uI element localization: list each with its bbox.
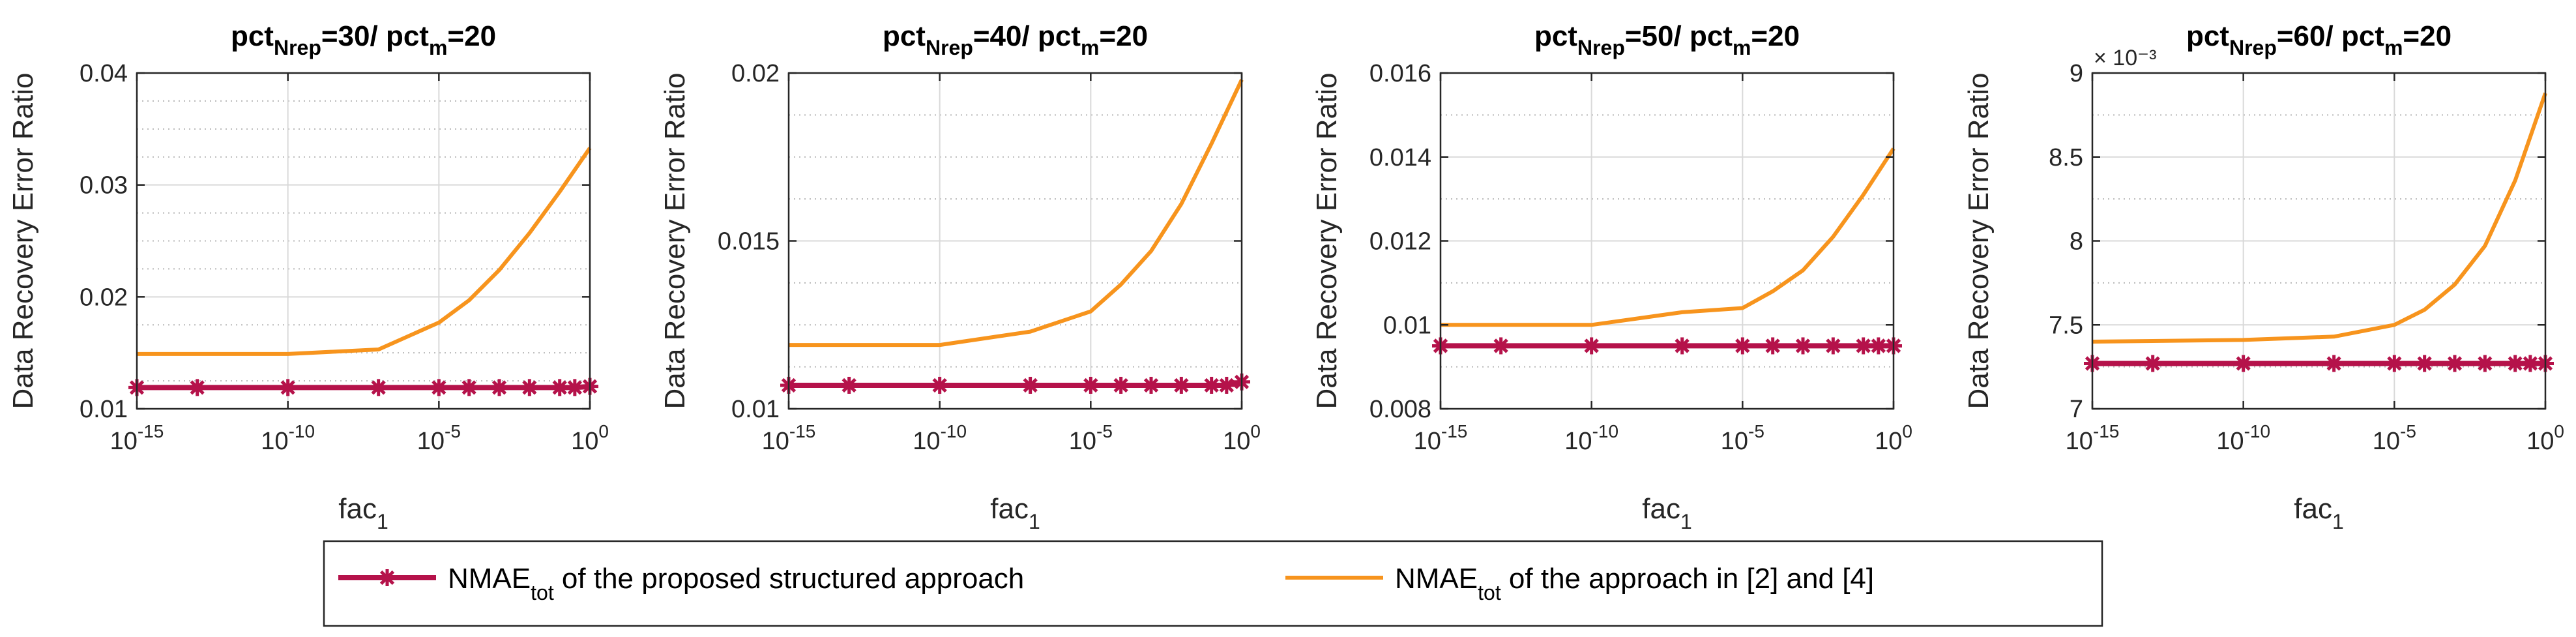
chart-panel-4: 7 7.5 8 8.5 9 10-15 10-10 10-5 100 pctNrep=60/ pc…: [1963, 20, 2564, 533]
chart-title: pctNrep=50/ pctm=20: [1534, 20, 1800, 59]
chart-panel-3: 0.008 0.01 0.012 0.014 0.016 10-15 10-10 10-5 10…: [1311, 20, 1912, 533]
x-axis-label: fac1: [990, 493, 1040, 533]
y-axis-label: Data Recovery Error Ratio: [1963, 73, 1995, 409]
data-point-marker: [1824, 337, 1841, 354]
chart-title: pctNrep=30/ pctm=20: [231, 20, 496, 59]
data-point-marker: [491, 379, 508, 396]
x-axis-label: fac1: [1642, 493, 1692, 533]
data-point-marker: [566, 379, 583, 396]
chart-panel-1: 0.01 0.02 0.03 0.04 10-15 10-10 10-5 100 pctNrep…: [7, 20, 609, 533]
data-point-marker: [1794, 337, 1811, 354]
data-point-marker: [1022, 377, 1039, 394]
y-tick-label: 0.015: [718, 228, 780, 256]
figure: 0.01 0.02 0.03 0.04 10-15 10-10 10-5 100 pctNrep…: [0, 0, 2576, 637]
y-tick-label: 0.04: [80, 60, 128, 87]
y-tick-label: 0.03: [80, 172, 128, 200]
data-point-marker: [2522, 355, 2539, 372]
data-point-marker: [461, 379, 478, 396]
x-tick-label: 10-15: [2066, 421, 2120, 455]
x-tick-label: 10-10: [2216, 421, 2270, 455]
data-point-marker: [1870, 337, 1887, 354]
data-point-marker: [2326, 355, 2343, 372]
data-point-marker: [1143, 377, 1160, 394]
data-point-marker: [2416, 355, 2433, 372]
y-tick-label: 0.01: [1383, 312, 1431, 339]
y-tick-label: 0.008: [1369, 396, 1431, 423]
y-tick-label: 0.012: [1369, 228, 1431, 256]
x-tick-label: 100: [2526, 421, 2564, 455]
chart-title: pctNrep=40/ pctm=20: [883, 20, 1148, 59]
y-axis-label: Data Recovery Error Ratio: [659, 73, 691, 409]
y-tick-label: 8.5: [2049, 144, 2083, 171]
data-point-marker: [430, 379, 447, 396]
x-tick-label: 10-5: [1721, 421, 1764, 455]
x-axis-label: fac1: [338, 493, 388, 533]
data-point-marker: [1493, 337, 1510, 354]
y-tick-label: 0.016: [1369, 60, 1431, 87]
data-point-marker: [1113, 377, 1130, 394]
data-point-marker: [1764, 337, 1781, 354]
y-tick-label: 0.014: [1369, 144, 1431, 171]
x-tick-label: 10-10: [913, 421, 967, 455]
x-tick-label: 10-10: [261, 421, 315, 455]
data-point-marker: [1855, 337, 1872, 354]
data-point-marker: [2386, 355, 2403, 372]
x-axis-label: fac1: [2294, 493, 2344, 533]
data-point-marker: [370, 379, 387, 396]
x-tick-label: 100: [1223, 421, 1261, 455]
legend-marker-icon: [379, 569, 396, 586]
data-point-marker: [1203, 377, 1220, 394]
y-tick-label: 7: [2070, 396, 2083, 423]
x-tick-label: 10-5: [1069, 421, 1113, 455]
x-tick-label: 10-15: [110, 421, 164, 455]
data-point-marker: [931, 377, 948, 394]
data-point-marker: [1082, 377, 1099, 394]
y-tick-label: 0.02: [731, 60, 780, 87]
data-point-marker: [841, 377, 858, 394]
x-tick-label: 10-15: [762, 421, 816, 455]
chart-title: pctNrep=60/ pctm=20: [2186, 20, 2452, 59]
y-tick-label: 0.01: [80, 396, 128, 423]
data-point-marker: [2476, 355, 2493, 372]
data-point-marker: [280, 379, 297, 396]
legend: NMAEtot of the proposed structured appro…: [324, 541, 2102, 626]
data-point-marker: [1173, 377, 1190, 394]
x-tick-label: 10-15: [1414, 421, 1468, 455]
chart-panel-2: 0.01 0.015 0.02 10-15 10-10 10-5 100 pctNrep=40…: [659, 20, 1261, 533]
data-point-marker: [521, 379, 538, 396]
y-axis-label: Data Recovery Error Ratio: [1311, 73, 1343, 409]
x-tick-label: 10-10: [1564, 421, 1618, 455]
x-tick-label: 10-5: [2373, 421, 2416, 455]
data-point-marker: [2446, 355, 2463, 372]
data-point-marker: [2235, 355, 2252, 372]
y-tick-label: 0.02: [80, 284, 128, 311]
y-tick-label: 7.5: [2049, 312, 2083, 339]
data-point-marker: [551, 379, 568, 396]
data-point-marker: [2507, 355, 2524, 372]
data-point-marker: [189, 379, 206, 396]
data-point-marker: [2144, 355, 2161, 372]
y-tick-label: 8: [2070, 228, 2083, 256]
x-tick-label: 100: [571, 421, 609, 455]
x-tick-label: 100: [1875, 421, 1912, 455]
data-point-marker: [1674, 337, 1691, 354]
y-exponent-label: × 10⁻³: [2094, 46, 2156, 70]
x-tick-label: 10-5: [417, 421, 461, 455]
y-tick-label: 0.01: [731, 396, 780, 423]
y-tick-label: 9: [2070, 60, 2083, 87]
data-point-marker: [1734, 337, 1751, 354]
data-point-marker: [1218, 377, 1235, 394]
data-point-marker: [1583, 337, 1600, 354]
y-axis-label: Data Recovery Error Ratio: [7, 73, 39, 409]
